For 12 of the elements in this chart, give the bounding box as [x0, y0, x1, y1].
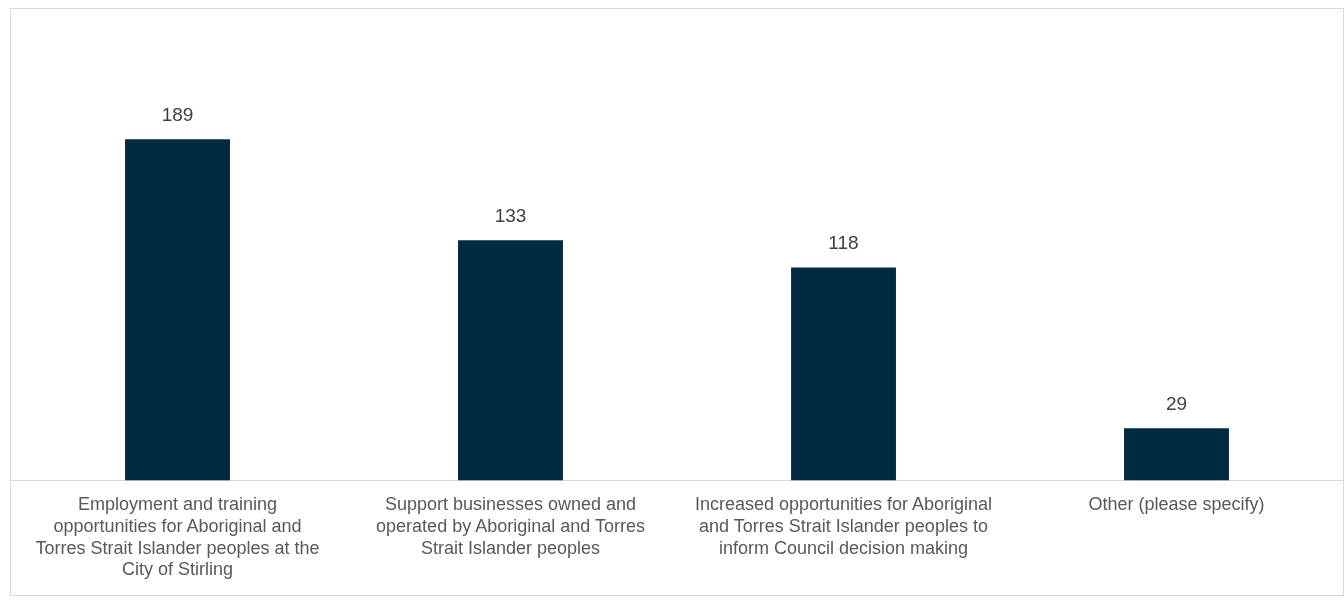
data-label: 29: [1165, 392, 1188, 414]
data-label: 189: [161, 103, 194, 125]
x-tick-label: Increased opportunities for Aboriginal and Torres Strait Islander peoples to inform Council decision making: [694, 494, 993, 558]
bar: [458, 240, 563, 481]
bar: [791, 267, 896, 481]
bar: [1124, 428, 1229, 481]
bar: [125, 139, 230, 481]
data-label: 133: [494, 205, 527, 227]
x-tick-label: Other (please specify): [1088, 494, 1265, 515]
x-tick-label: Support businesses owned and operated by Aboriginal and Torres Strait Islander peoples: [376, 494, 645, 558]
data-label: 118: [828, 232, 859, 254]
x-tick-label: Employment and training opportunities for Aboriginal and Torres Strait Islander peoples at the City of Stirling: [35, 494, 320, 580]
